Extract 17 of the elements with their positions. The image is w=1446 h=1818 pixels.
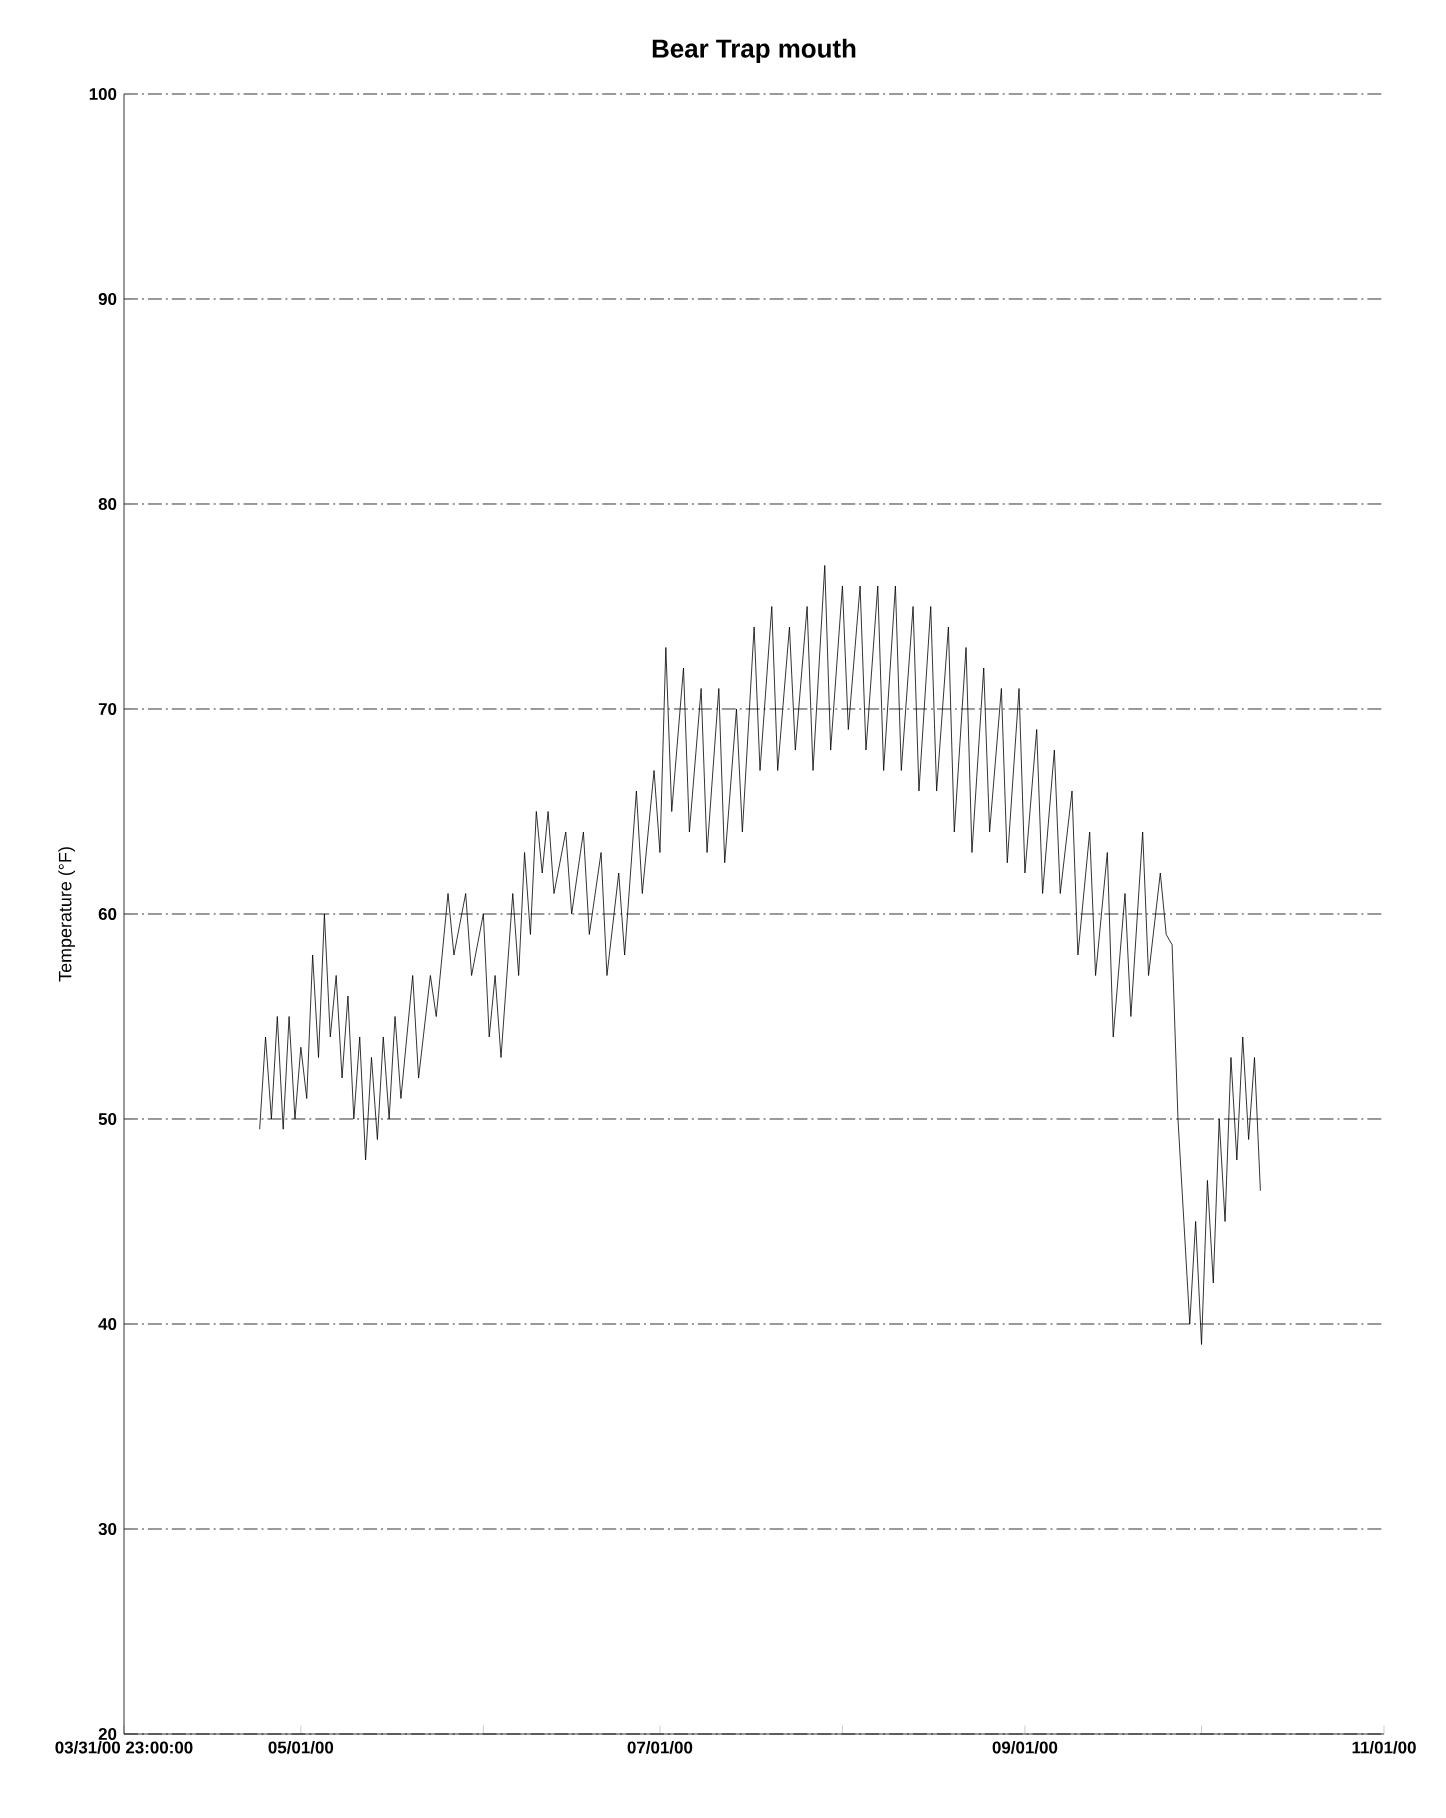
x-tick-label: 03/31/00 23:00:00: [55, 1741, 193, 1754]
x-tick-label: 07/01/00: [627, 1741, 693, 1754]
y-tick-label: 60: [98, 908, 117, 920]
y-tick-label: 50: [98, 1113, 117, 1125]
y-tick-label: 100: [89, 88, 117, 100]
line-series: [259, 565, 1261, 1345]
x-tick-label: 05/01/00: [268, 1741, 334, 1754]
y-tick-label: 70: [98, 703, 117, 715]
x-tick-label: 11/01/00: [1352, 1741, 1416, 1754]
y-tick-label: 30: [98, 1523, 117, 1535]
y-tick-label: 80: [98, 498, 117, 510]
y-tick-label: 90: [98, 293, 117, 305]
y-tick-label: 40: [98, 1318, 117, 1330]
y-tick-label: 20: [98, 1728, 117, 1740]
chart-title: Bear Trap mouth: [652, 38, 856, 63]
y-axis-title: Temperature (°F): [58, 847, 76, 982]
x-tick-label: 09/01/00: [992, 1741, 1058, 1754]
